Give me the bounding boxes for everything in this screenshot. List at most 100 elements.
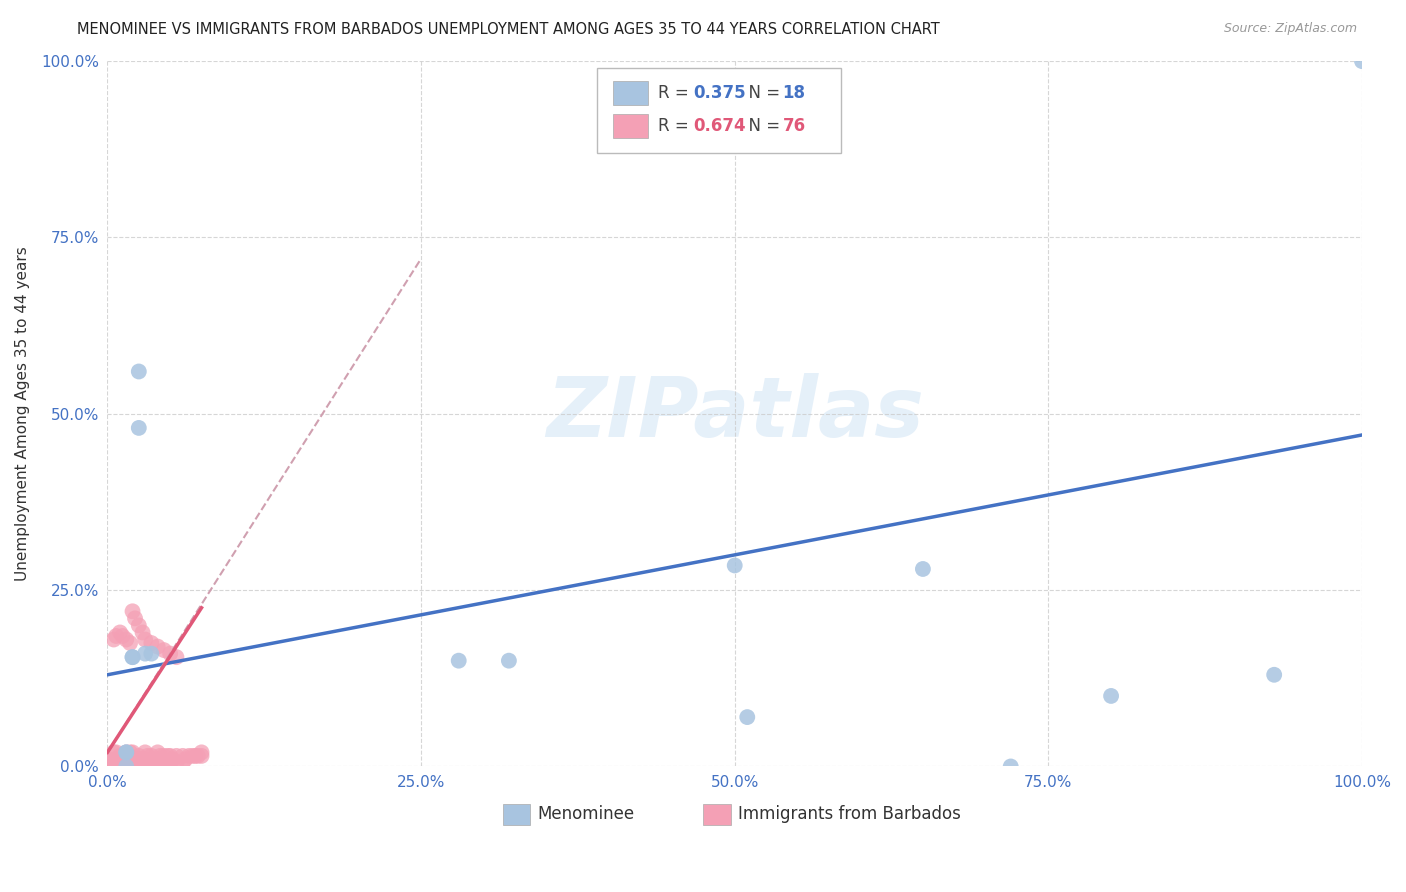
Point — [159, 748, 181, 763]
Point — [121, 756, 143, 770]
Point — [111, 759, 134, 773]
Point — [124, 611, 146, 625]
Text: N =: N = — [738, 84, 786, 102]
Point — [124, 759, 146, 773]
Point — [121, 650, 143, 665]
FancyBboxPatch shape — [613, 113, 648, 138]
Text: R =: R = — [658, 117, 695, 135]
Point — [172, 756, 194, 770]
Point — [141, 636, 163, 650]
Point — [141, 748, 163, 763]
Point — [128, 748, 150, 763]
Text: R =: R = — [658, 84, 695, 102]
Point — [165, 650, 187, 665]
Point — [134, 647, 156, 661]
Point — [105, 629, 128, 643]
Point — [121, 759, 143, 773]
Point — [111, 629, 134, 643]
FancyBboxPatch shape — [703, 804, 731, 825]
Point — [128, 618, 150, 632]
Point — [146, 640, 169, 654]
Point — [118, 745, 141, 759]
Point — [172, 748, 194, 763]
Point — [103, 759, 125, 773]
Point — [162, 752, 184, 766]
Point — [131, 752, 153, 766]
Point — [108, 756, 131, 770]
Text: 0.375: 0.375 — [693, 84, 747, 102]
Point — [134, 745, 156, 759]
Point — [146, 752, 169, 766]
Point — [153, 756, 176, 770]
Point — [121, 745, 143, 759]
Point — [128, 421, 150, 435]
Point — [911, 562, 934, 576]
Point — [111, 752, 134, 766]
Point — [156, 748, 179, 763]
Point — [96, 759, 118, 773]
Point — [1099, 689, 1122, 703]
Point — [1351, 54, 1374, 69]
Point — [128, 364, 150, 378]
Point — [153, 748, 176, 763]
Point — [128, 752, 150, 766]
Point — [184, 748, 207, 763]
Text: 0.674: 0.674 — [693, 117, 747, 135]
Point — [187, 748, 209, 763]
Point — [190, 745, 212, 759]
Point — [121, 752, 143, 766]
Text: N =: N = — [738, 117, 786, 135]
Point — [498, 654, 520, 668]
Point — [1263, 667, 1285, 681]
Point — [724, 558, 747, 573]
Point — [159, 647, 181, 661]
Point — [108, 748, 131, 763]
FancyBboxPatch shape — [502, 804, 530, 825]
Point — [118, 752, 141, 766]
Point — [177, 748, 200, 763]
Point — [131, 759, 153, 773]
Y-axis label: Unemployment Among Ages 35 to 44 years: Unemployment Among Ages 35 to 44 years — [15, 246, 30, 582]
Point — [146, 745, 169, 759]
Point — [134, 759, 156, 773]
Point — [108, 625, 131, 640]
FancyBboxPatch shape — [596, 68, 841, 153]
Point — [128, 759, 150, 773]
Text: Source: ZipAtlas.com: Source: ZipAtlas.com — [1223, 22, 1357, 36]
Text: ZIPatlas: ZIPatlas — [546, 374, 924, 454]
Point — [190, 748, 212, 763]
Text: Immigrants from Barbados: Immigrants from Barbados — [738, 805, 962, 823]
Point — [165, 748, 187, 763]
Point — [136, 748, 159, 763]
Point — [103, 745, 125, 759]
Point — [181, 748, 204, 763]
FancyBboxPatch shape — [613, 80, 648, 105]
Point — [115, 759, 138, 773]
Point — [1000, 759, 1022, 773]
Point — [156, 756, 179, 770]
Point — [105, 752, 128, 766]
Point — [149, 756, 172, 770]
Point — [105, 759, 128, 773]
Point — [136, 756, 159, 770]
Point — [124, 752, 146, 766]
Point — [146, 759, 169, 773]
Point — [134, 752, 156, 766]
Point — [115, 632, 138, 647]
Text: Menominee: Menominee — [537, 805, 636, 823]
Point — [165, 756, 187, 770]
Point — [735, 710, 758, 724]
Point — [149, 748, 172, 763]
Point — [115, 759, 138, 773]
Text: 18: 18 — [782, 84, 806, 102]
Point — [105, 745, 128, 759]
Text: MENOMINEE VS IMMIGRANTS FROM BARBADOS UNEMPLOYMENT AMONG AGES 35 TO 44 YEARS COR: MENOMINEE VS IMMIGRANTS FROM BARBADOS UN… — [77, 22, 941, 37]
Point — [118, 759, 141, 773]
Point — [174, 752, 197, 766]
Point — [96, 752, 118, 766]
Point — [447, 654, 470, 668]
Point — [103, 752, 125, 766]
Point — [134, 632, 156, 647]
Point — [115, 745, 138, 759]
Point — [108, 759, 131, 773]
